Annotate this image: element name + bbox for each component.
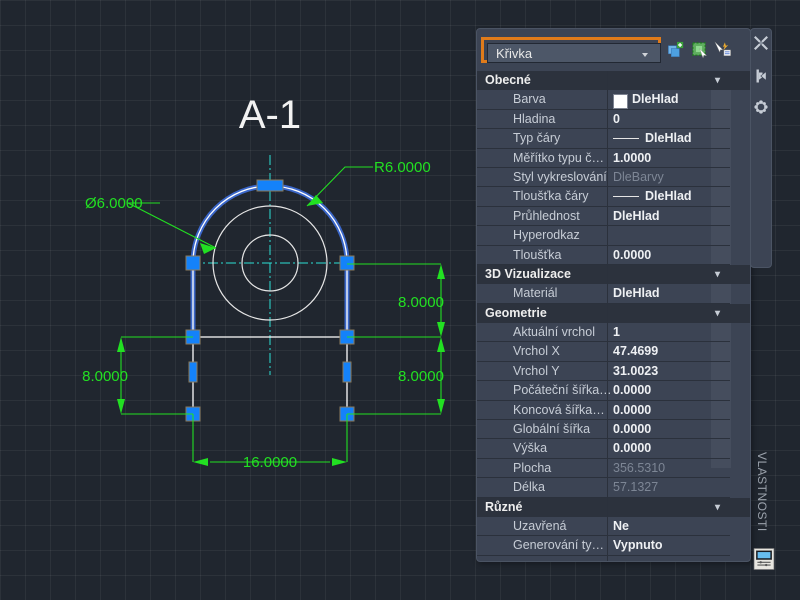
svg-text:16.0000: 16.0000 [243, 454, 297, 471]
svg-text:8.0000: 8.0000 [82, 368, 128, 385]
svg-text:A-1: A-1 [239, 93, 301, 137]
svg-text:Ø6.0000: Ø6.0000 [85, 195, 143, 212]
svg-text:8.0000: 8.0000 [398, 368, 444, 385]
svg-text:8.0000: 8.0000 [398, 294, 444, 311]
svg-text:R6.0000: R6.0000 [374, 159, 431, 176]
